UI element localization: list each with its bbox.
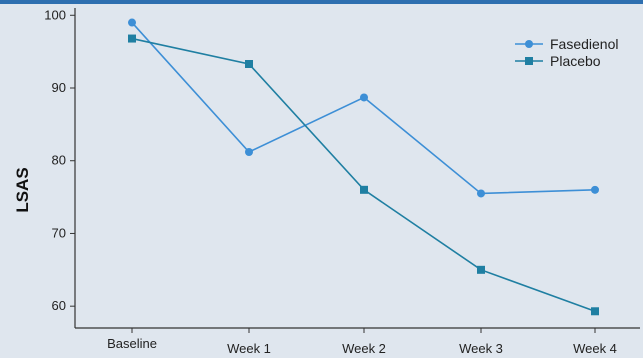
y-tick-label: 90 bbox=[52, 80, 66, 95]
y-tick-label: 60 bbox=[52, 298, 66, 313]
legend-marker bbox=[525, 57, 533, 65]
x-tick-label: Baseline bbox=[107, 336, 157, 351]
data-point bbox=[360, 185, 368, 194]
data-point bbox=[591, 185, 599, 194]
series-layer bbox=[128, 18, 599, 316]
legend-label: Placebo bbox=[550, 53, 601, 69]
y-axis-label: LSAS bbox=[13, 167, 32, 212]
data-point bbox=[477, 189, 485, 198]
y-tick-label: 80 bbox=[52, 153, 66, 168]
x-tick-label: Week 2 bbox=[342, 341, 386, 356]
data-point bbox=[591, 307, 599, 316]
data-point bbox=[128, 34, 136, 43]
data-point bbox=[245, 60, 253, 68]
data-point bbox=[360, 93, 368, 102]
series-line-placebo bbox=[131, 37, 596, 313]
y-tick-label: 100 bbox=[44, 7, 66, 22]
x-tick-label: Week 3 bbox=[459, 341, 503, 356]
data-point bbox=[245, 148, 253, 156]
x-tick-label: Week 4 bbox=[573, 341, 617, 356]
data-point bbox=[477, 265, 485, 274]
axes: 60 70 80 90 100 Baseline Week 1 Week 2 Week 3 Wee… bbox=[44, 7, 640, 356]
legend-label: Fasedienol bbox=[550, 36, 619, 52]
header-strip bbox=[0, 0, 643, 4]
y-tick-label: 70 bbox=[52, 225, 66, 240]
legend-marker bbox=[525, 40, 533, 48]
data-point bbox=[128, 18, 136, 27]
x-tick-label: Week 1 bbox=[227, 341, 271, 356]
series-line-fasedienol bbox=[131, 22, 596, 195]
